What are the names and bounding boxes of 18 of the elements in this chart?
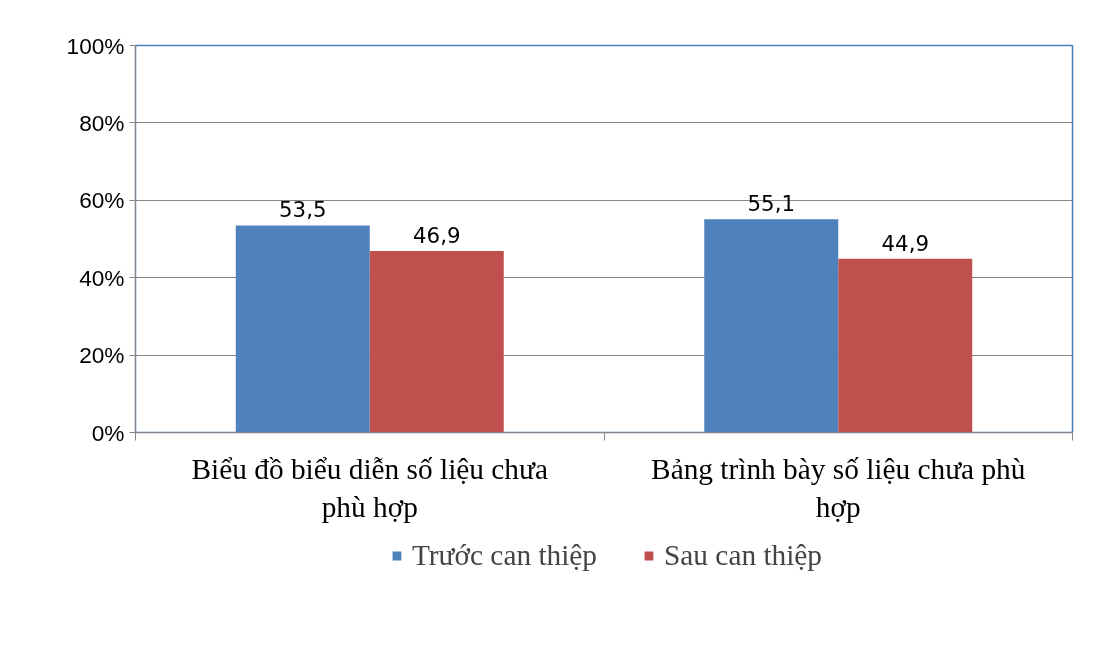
x-tick-label: Bảng trình bày số liệu chưa phù hợp (651, 452, 1026, 523)
data-label: 46,9 (413, 223, 461, 248)
y-tick-label: 20% (79, 342, 125, 369)
y-tick-label: 60% (79, 187, 125, 214)
data-label: 55,1 (747, 191, 796, 217)
x-tick-label: Biểu đồ biểu diễn số liệu chưa phù hợp (191, 452, 548, 523)
data-label: 44,9 (881, 230, 929, 256)
legend-label: Sau can thiệp (664, 538, 823, 572)
y-tick-label: 40% (79, 264, 125, 291)
legend-label: Trước can thiệp (411, 538, 598, 572)
y-tick-label: 0% (91, 419, 125, 446)
bar (704, 219, 839, 433)
y-tick-label: 80% (79, 109, 125, 136)
bar (235, 225, 370, 433)
bar (369, 251, 504, 433)
y-tick-label: 100% (66, 32, 125, 59)
data-label: 53,5 (279, 197, 327, 223)
bar (838, 258, 973, 433)
